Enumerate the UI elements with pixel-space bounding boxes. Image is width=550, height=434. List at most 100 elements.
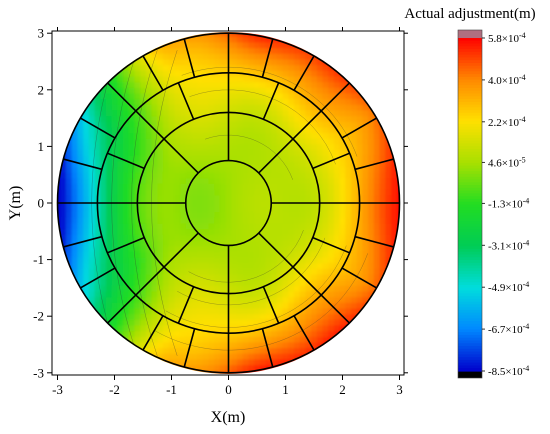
field-cell bbox=[390, 183, 398, 190]
field-cell bbox=[100, 307, 107, 315]
field-cell bbox=[339, 166, 347, 173]
field-cell bbox=[140, 92, 147, 100]
field-cell bbox=[197, 58, 204, 66]
field-cell bbox=[123, 188, 130, 196]
field-cell bbox=[231, 273, 238, 281]
field-cell bbox=[140, 81, 147, 88]
field-cell bbox=[356, 222, 364, 230]
field-cell bbox=[248, 245, 255, 252]
field-cell bbox=[214, 330, 221, 337]
field-cell bbox=[180, 296, 187, 303]
field-cell bbox=[379, 103, 387, 111]
field-cell bbox=[271, 313, 278, 320]
field-cell bbox=[368, 115, 375, 122]
field-cell bbox=[191, 262, 198, 269]
field-cell bbox=[237, 98, 244, 105]
field-cell bbox=[180, 290, 187, 298]
field-cell bbox=[77, 177, 84, 184]
field-cell bbox=[191, 171, 198, 179]
field-cell bbox=[328, 211, 335, 218]
field-cell bbox=[271, 285, 278, 292]
field-cell bbox=[105, 86, 113, 94]
field-cell bbox=[208, 296, 216, 303]
field-cell bbox=[214, 194, 221, 201]
field-cell bbox=[168, 92, 176, 100]
field-cell bbox=[60, 171, 67, 179]
field-cell bbox=[162, 347, 170, 354]
field-cell bbox=[214, 115, 221, 122]
field-cell bbox=[83, 239, 90, 247]
field-cell bbox=[242, 194, 250, 201]
segment-divider bbox=[177, 82, 195, 120]
field-cell bbox=[368, 188, 375, 196]
field-cell bbox=[328, 143, 335, 151]
field-cell bbox=[242, 103, 250, 111]
field-cell bbox=[254, 222, 261, 230]
field-cell bbox=[356, 81, 364, 88]
field-cell bbox=[282, 177, 290, 184]
field-cell bbox=[134, 120, 141, 128]
colorbar-swatch bbox=[458, 307, 482, 311]
field-cell bbox=[162, 302, 170, 309]
field-cell bbox=[259, 154, 267, 162]
field-cell bbox=[299, 211, 307, 218]
field-cell bbox=[259, 126, 267, 134]
field-cell bbox=[339, 177, 347, 184]
field-cell bbox=[77, 126, 84, 134]
field-cell bbox=[191, 64, 198, 71]
colorbar-swatch bbox=[458, 315, 482, 319]
field-cell bbox=[66, 285, 73, 292]
field-cell bbox=[362, 183, 369, 190]
field-cell bbox=[88, 211, 96, 218]
colorbar-swatch bbox=[458, 182, 482, 186]
field-cell bbox=[168, 81, 176, 88]
field-cell bbox=[259, 211, 267, 218]
field-cell bbox=[288, 245, 295, 252]
field-cell bbox=[379, 183, 387, 190]
field-cell bbox=[271, 352, 278, 360]
colorbar-swatch bbox=[458, 151, 482, 156]
field-cell bbox=[202, 137, 210, 145]
field-cell bbox=[288, 160, 295, 168]
field-cell bbox=[128, 92, 136, 100]
field-cell bbox=[362, 149, 369, 156]
field-cell bbox=[259, 307, 267, 315]
field-cell bbox=[134, 268, 141, 275]
field-cell bbox=[94, 92, 102, 100]
field-cell bbox=[83, 160, 90, 168]
field-cell bbox=[322, 177, 330, 184]
field-cell bbox=[242, 53, 250, 60]
field-cell bbox=[117, 166, 124, 173]
field-cell bbox=[180, 251, 187, 258]
field-cell bbox=[265, 222, 273, 230]
field-cell bbox=[294, 188, 301, 196]
field-cell bbox=[145, 58, 153, 66]
field-cell bbox=[231, 86, 238, 94]
field-cell bbox=[265, 86, 273, 94]
field-cell bbox=[162, 120, 170, 128]
field-cell bbox=[276, 211, 284, 218]
field-cell bbox=[168, 75, 176, 83]
field-cell bbox=[105, 273, 113, 281]
field-cell bbox=[185, 307, 193, 315]
field-cell bbox=[282, 64, 290, 71]
field-cell bbox=[94, 171, 102, 179]
field-cell bbox=[66, 256, 73, 264]
field-cell bbox=[145, 194, 153, 201]
field-cell bbox=[322, 81, 330, 88]
field-cell bbox=[219, 92, 227, 100]
field-cell bbox=[145, 341, 153, 349]
field-cell bbox=[197, 336, 204, 343]
field-cell bbox=[362, 166, 369, 173]
field-cell bbox=[362, 81, 369, 88]
field-cell bbox=[259, 341, 267, 349]
field-cell bbox=[282, 171, 290, 179]
field-cell bbox=[123, 245, 130, 252]
field-cell bbox=[305, 126, 312, 134]
field-cell bbox=[71, 290, 79, 298]
field-cell bbox=[339, 115, 347, 122]
colorbar-swatch bbox=[458, 60, 482, 64]
segment-divider bbox=[63, 235, 103, 248]
field-cell bbox=[339, 307, 347, 315]
field-cell bbox=[168, 234, 176, 241]
